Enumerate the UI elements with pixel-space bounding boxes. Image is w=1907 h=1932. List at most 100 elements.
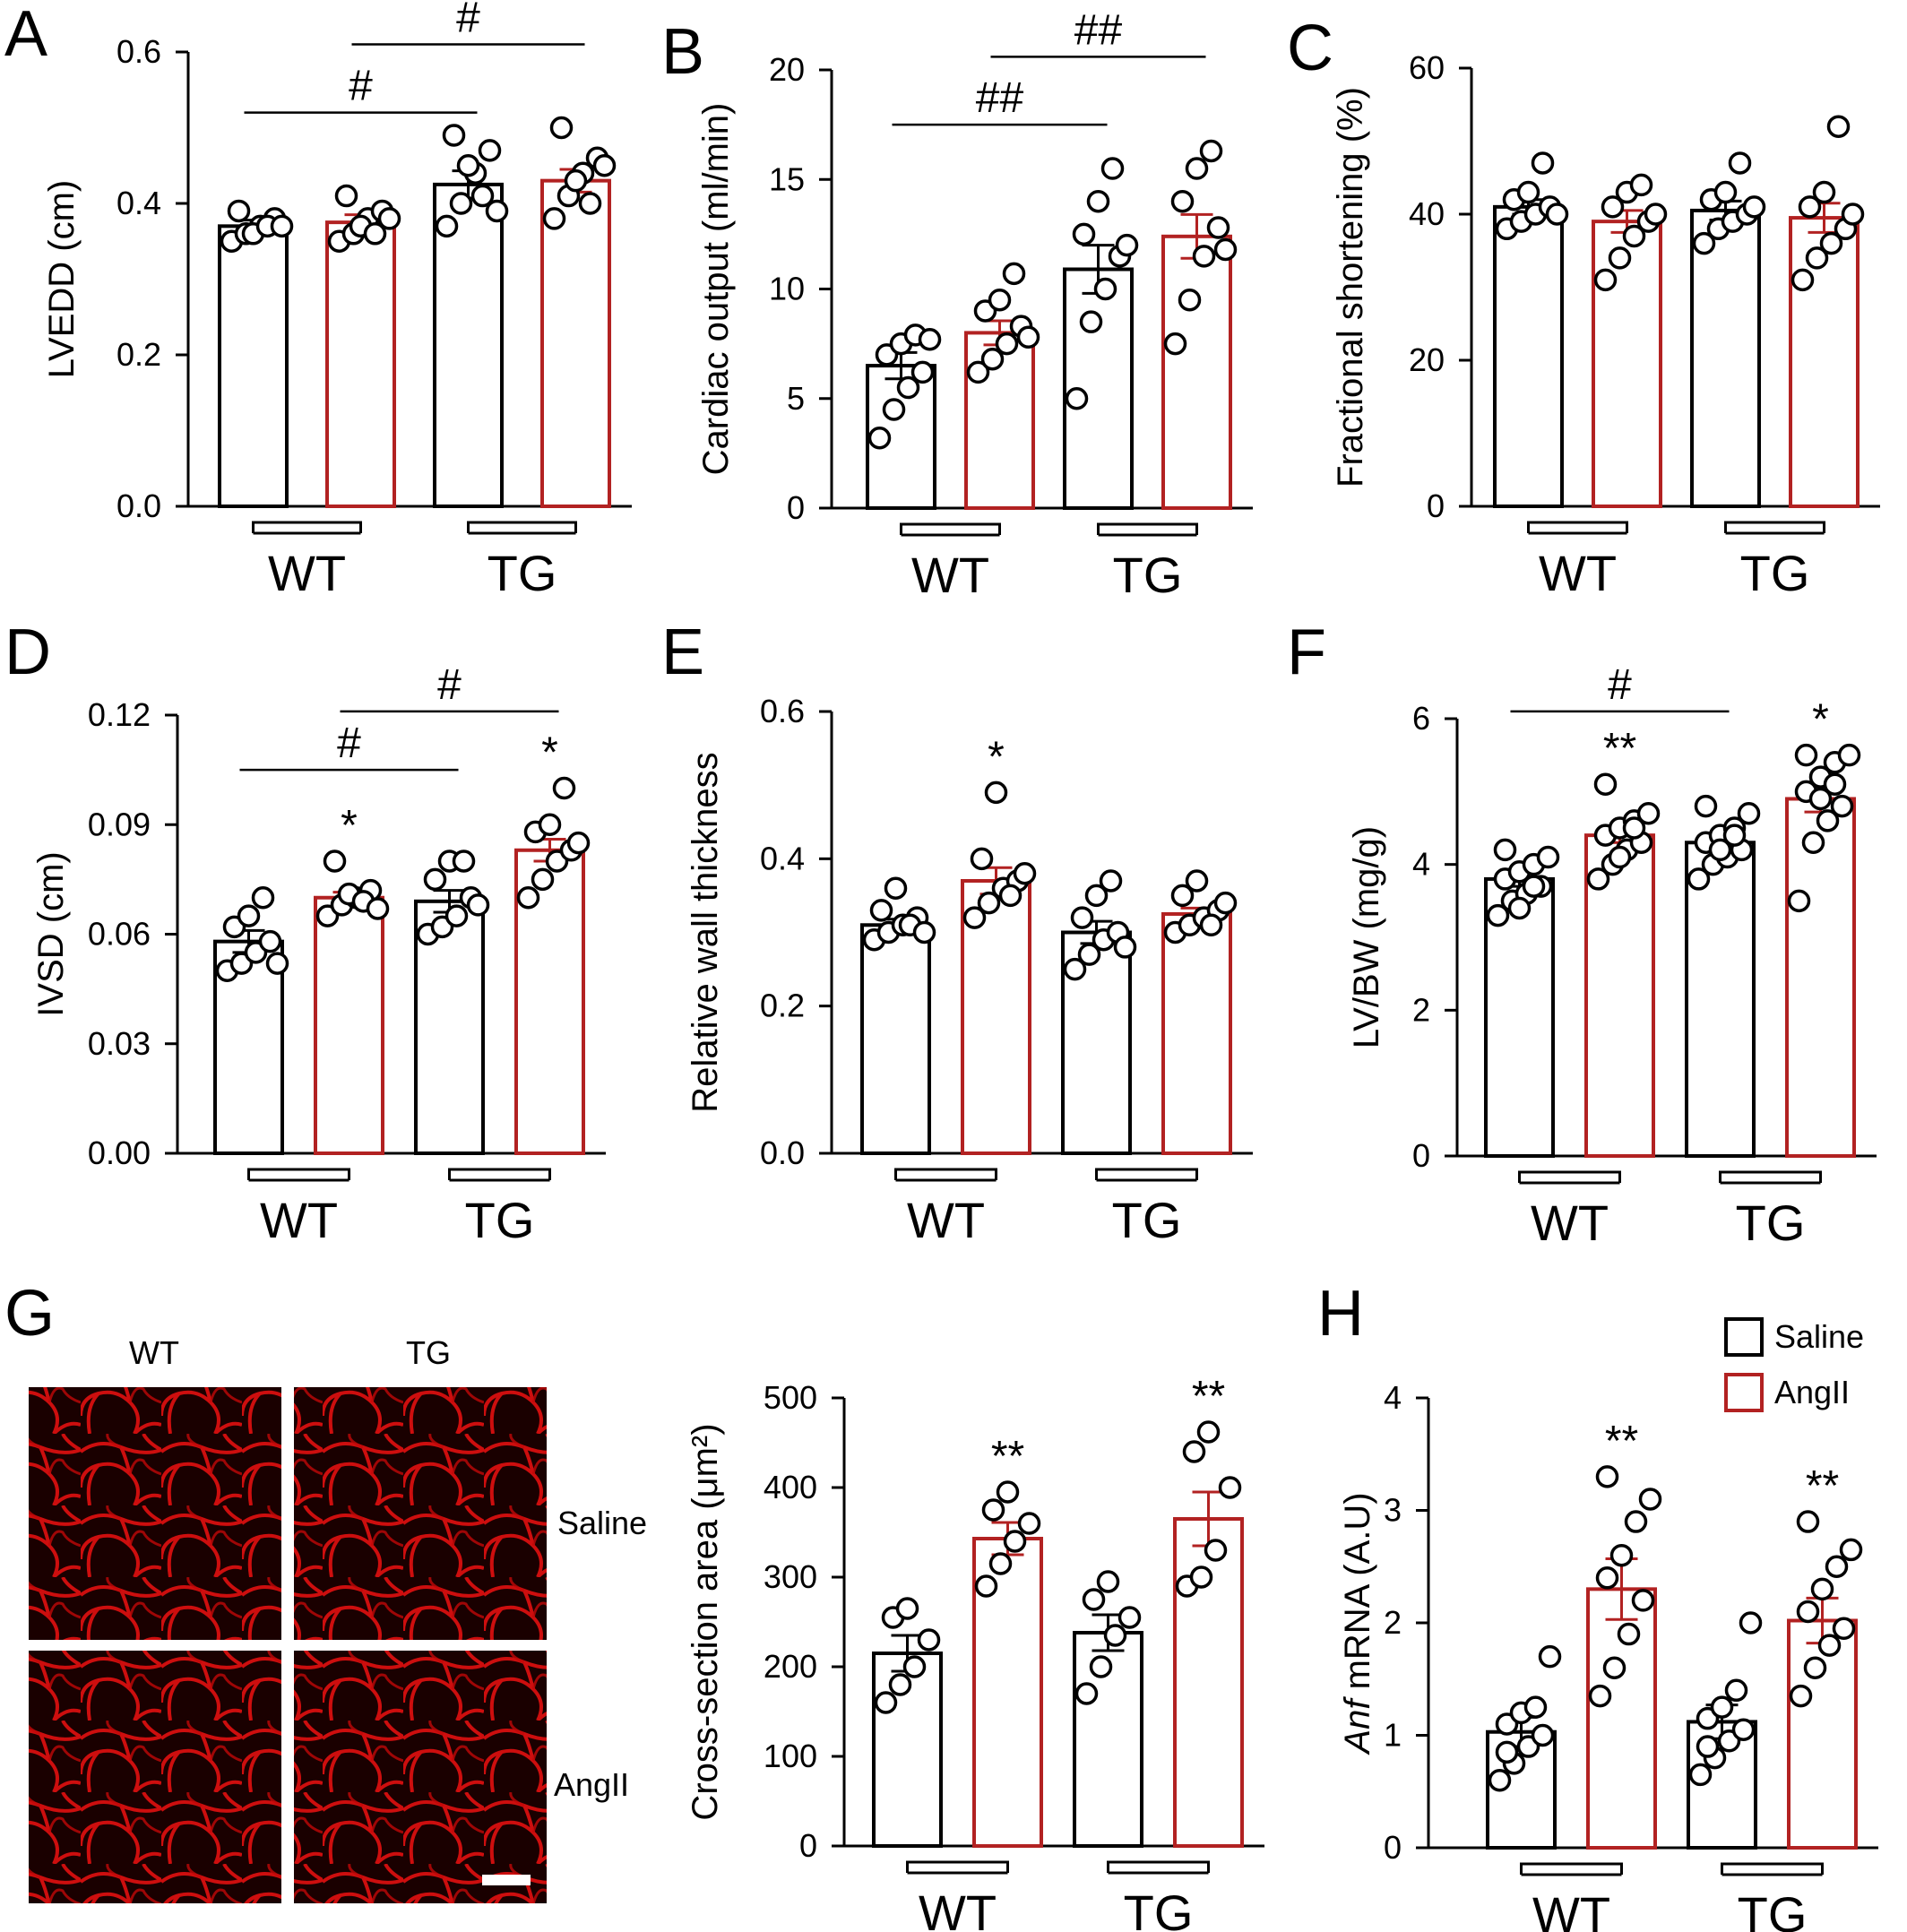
data-point <box>1192 245 1216 268</box>
bar <box>1785 797 1856 1158</box>
data-point <box>918 327 942 351</box>
group-label: TG <box>1738 1886 1808 1932</box>
data-point <box>444 904 469 927</box>
y-tick-label: 0.4 <box>760 840 805 876</box>
data-point <box>869 899 893 922</box>
data-point <box>974 1574 998 1598</box>
micro-row-label-angii: AngII <box>554 1766 629 1803</box>
y-tick-label: 300 <box>764 1558 817 1595</box>
group-label: WT <box>907 1192 985 1248</box>
data-point <box>912 920 936 944</box>
group-label: TG <box>1112 1192 1182 1248</box>
group-bracket <box>252 521 362 533</box>
y-tick-label: 6 <box>1412 700 1430 737</box>
data-point <box>1805 246 1829 270</box>
bar <box>325 220 396 508</box>
data-point <box>888 1673 912 1696</box>
micrograph-wt-saline <box>29 1387 281 1640</box>
data-point <box>435 214 459 238</box>
data-point <box>1196 1420 1221 1444</box>
data-point <box>1823 772 1847 796</box>
data-point <box>1692 231 1716 255</box>
data-point <box>1486 903 1510 927</box>
group-bracket <box>247 1168 350 1180</box>
data-point <box>882 398 906 421</box>
comparison-mark: # <box>349 63 373 110</box>
data-point <box>1812 180 1836 204</box>
y-tick-label: 10 <box>769 271 805 307</box>
comparison-mark: # <box>337 720 361 767</box>
data-point <box>1538 1644 1562 1669</box>
bar <box>540 178 611 508</box>
panel-letter-g: G <box>4 1278 55 1350</box>
data-point <box>1077 943 1101 966</box>
data-point <box>1099 869 1123 893</box>
significance-mark: * <box>988 733 1005 781</box>
data-point <box>1103 1624 1127 1647</box>
y-tick-label: 0.0 <box>116 487 161 524</box>
data-point <box>1830 794 1854 818</box>
data-point <box>485 199 509 223</box>
data-point <box>1182 1440 1206 1463</box>
bar <box>872 1652 943 1848</box>
data-point <box>1189 1565 1213 1589</box>
y-axis-title: IVSD (cm) <box>31 851 71 1016</box>
y-tick-label: 20 <box>1409 341 1445 378</box>
y-tick-label: 0.2 <box>760 988 805 1024</box>
data-point <box>1808 787 1833 811</box>
bar <box>1685 841 1756 1158</box>
data-point <box>566 831 591 855</box>
chart-panel-d: D 0.00 0.03 0.06 0.09 0.12 IVSD (cm) * * WT TG # # <box>4 617 606 1248</box>
bar <box>1061 930 1132 1155</box>
data-point <box>1013 862 1037 885</box>
data-point <box>896 375 920 400</box>
y-tick-label: 1 <box>1384 1717 1402 1754</box>
data-point <box>1595 1566 1619 1590</box>
data-point <box>1608 845 1632 869</box>
data-point <box>1742 195 1766 219</box>
data-point <box>1789 1684 1813 1708</box>
data-point <box>1841 203 1865 226</box>
panel-letter: A <box>4 0 47 70</box>
y-tick-label: 200 <box>764 1648 817 1685</box>
data-point <box>1074 1682 1099 1705</box>
comparison-mark: ## <box>976 74 1024 122</box>
data-point <box>1624 1510 1648 1533</box>
y-tick-label: 4 <box>1384 1379 1402 1416</box>
micrograph-wt-angii <box>29 1651 281 1903</box>
y-axis-title-italic: Anf <box>1338 1696 1377 1755</box>
data-point <box>1832 1617 1856 1641</box>
data-point <box>1798 195 1822 219</box>
data-point <box>1079 310 1103 333</box>
data-point <box>984 781 1008 805</box>
group-bracket <box>906 1860 1009 1873</box>
data-point <box>1063 957 1087 981</box>
data-point <box>227 199 251 223</box>
data-point <box>1796 1510 1820 1533</box>
data-point <box>538 813 562 836</box>
data-point <box>1593 268 1618 292</box>
data-point <box>1737 801 1761 825</box>
chart-panel-h: H 0 1 2 3 4 Anf mRNA (A.U) ** ** WT TG <box>1317 1278 1878 1932</box>
significance-mark: ** <box>1806 1462 1839 1510</box>
data-point <box>1065 387 1089 410</box>
data-point <box>1185 869 1209 893</box>
data-point <box>1586 867 1610 891</box>
data-point <box>1199 139 1223 163</box>
data-point <box>1694 794 1718 818</box>
group-bracket <box>894 1168 997 1180</box>
data-point <box>323 850 347 873</box>
y-tick-label: 500 <box>764 1379 817 1416</box>
group-label: TG <box>1740 545 1810 601</box>
data-point <box>1531 151 1555 175</box>
y-tick-label: 400 <box>764 1469 817 1505</box>
significance-mark: * <box>1812 696 1829 744</box>
y-tick-label: 0.4 <box>116 185 161 221</box>
group-label: TG <box>1124 1885 1194 1932</box>
y-axis-title: Anf mRNA (A.U) <box>1338 1492 1377 1755</box>
comparison-mark: ## <box>1074 6 1123 54</box>
micrograph-tg-angii <box>294 1651 547 1903</box>
y-tick-label: 3 <box>1384 1492 1402 1529</box>
legend-swatch-saline <box>1724 1317 1764 1357</box>
y-tick-label: 0.09 <box>88 806 151 842</box>
